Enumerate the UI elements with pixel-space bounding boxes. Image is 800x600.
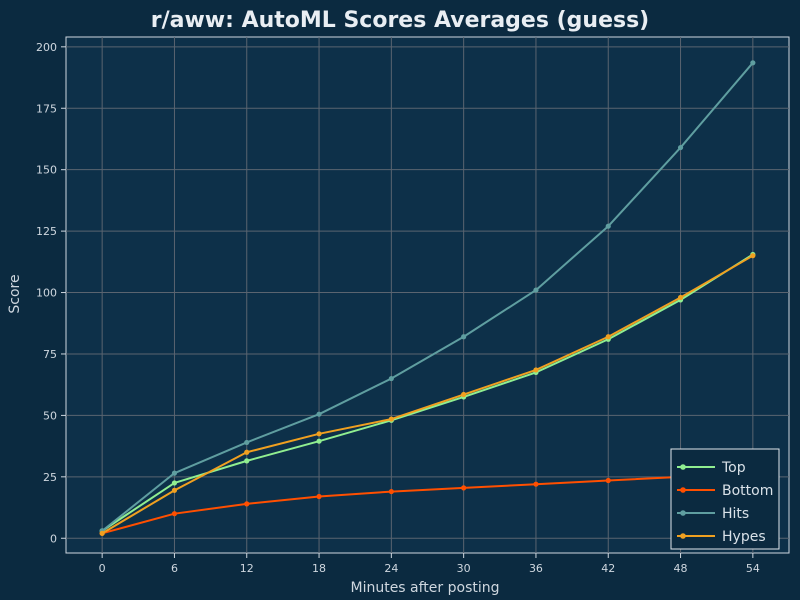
- y-tick-label: 75: [43, 348, 57, 361]
- data-point-top: [244, 458, 250, 464]
- data-point-hypes: [244, 449, 250, 455]
- y-tick-label: 25: [43, 471, 57, 484]
- y-axis-ticks: 0 25 50 75 100 125 150 175 200: [36, 41, 66, 545]
- data-point-hypes: [388, 416, 394, 422]
- data-point-hits: [388, 375, 394, 382]
- data-point-hypes: [605, 334, 611, 340]
- legend-swatch-marker: [680, 510, 686, 516]
- legend-swatch-marker: [680, 533, 686, 539]
- grid: [66, 37, 789, 553]
- data-point-bottom: [461, 485, 467, 491]
- legend-box: [670, 448, 780, 550]
- data-point-bottom: [533, 481, 539, 487]
- data-point-hits: [244, 439, 250, 446]
- data-point-bottom: [316, 493, 322, 500]
- legend-label: Top: [721, 460, 746, 476]
- data-point-hypes: [461, 391, 467, 398]
- data-point-bottom: [388, 488, 394, 495]
- data-point-hypes: [677, 294, 684, 301]
- legend-label: Hypes: [722, 529, 766, 545]
- x-tick-label: 12: [240, 562, 254, 575]
- y-tick-label: 0: [50, 532, 57, 545]
- series-line-bottom: [101, 473, 753, 535]
- legend-item-hypes: Hypes: [677, 529, 766, 545]
- y-tick-label: 200: [36, 41, 57, 54]
- x-axis-ticks: 0 6 12 18 24 30 36 42 48 54: [99, 553, 760, 575]
- legend-swatch-marker: [680, 464, 686, 470]
- data-point-hits: [316, 411, 322, 417]
- y-tick-label: 150: [36, 164, 57, 177]
- data-point-hypes: [533, 367, 539, 373]
- y-tick-label: 125: [36, 225, 57, 238]
- x-axis-label: Minutes after posting: [350, 580, 499, 596]
- series-line-hypes: [101, 254, 754, 535]
- x-tick-label: 36: [529, 562, 543, 575]
- data-point-hypes: [316, 431, 322, 437]
- series-hypes: [99, 253, 756, 536]
- x-tick-label: 24: [384, 562, 398, 575]
- chart-title: r/aww: AutoML Scores Averages (guess): [151, 8, 650, 33]
- x-tick-label: 48: [674, 562, 688, 575]
- data-point-hits: [605, 223, 611, 229]
- y-axis-label: Score: [7, 274, 23, 313]
- data-point-hits: [750, 60, 756, 66]
- x-tick-label: 54: [746, 562, 760, 575]
- x-tick-label: 6: [171, 562, 178, 575]
- y-tick-label: 50: [43, 409, 57, 422]
- data-point-hits: [171, 470, 178, 476]
- y-tick-label: 100: [36, 287, 57, 300]
- x-tick-label: 42: [601, 562, 615, 575]
- data-point-hypes: [750, 253, 756, 259]
- data-point-hits: [461, 334, 467, 340]
- legend-label: Bottom: [722, 483, 773, 499]
- x-tick-label: 0: [99, 562, 106, 575]
- x-tick-label: 18: [312, 562, 326, 575]
- data-point-hypes: [171, 487, 178, 493]
- series-line-hits: [101, 62, 754, 532]
- data-point-top: [171, 480, 178, 486]
- data-point-bottom: [171, 511, 178, 517]
- x-tick-label: 30: [457, 562, 471, 575]
- series-layer: [99, 60, 756, 536]
- legend-swatch-marker: [680, 487, 686, 493]
- data-point-hits: [677, 144, 684, 151]
- legend-item-bottom: Bottom: [677, 483, 773, 499]
- legend-label: Hits: [722, 506, 749, 522]
- data-point-bottom: [244, 501, 250, 507]
- legend: Top Bottom Hits Hypes: [670, 448, 780, 550]
- legend-item-top: Top: [677, 460, 746, 476]
- data-point-bottom: [605, 477, 611, 484]
- data-point-top: [316, 438, 322, 444]
- legend-item-hits: Hits: [677, 506, 749, 522]
- data-point-hypes: [99, 530, 105, 536]
- data-point-hits: [533, 287, 539, 293]
- y-tick-label: 175: [36, 102, 57, 115]
